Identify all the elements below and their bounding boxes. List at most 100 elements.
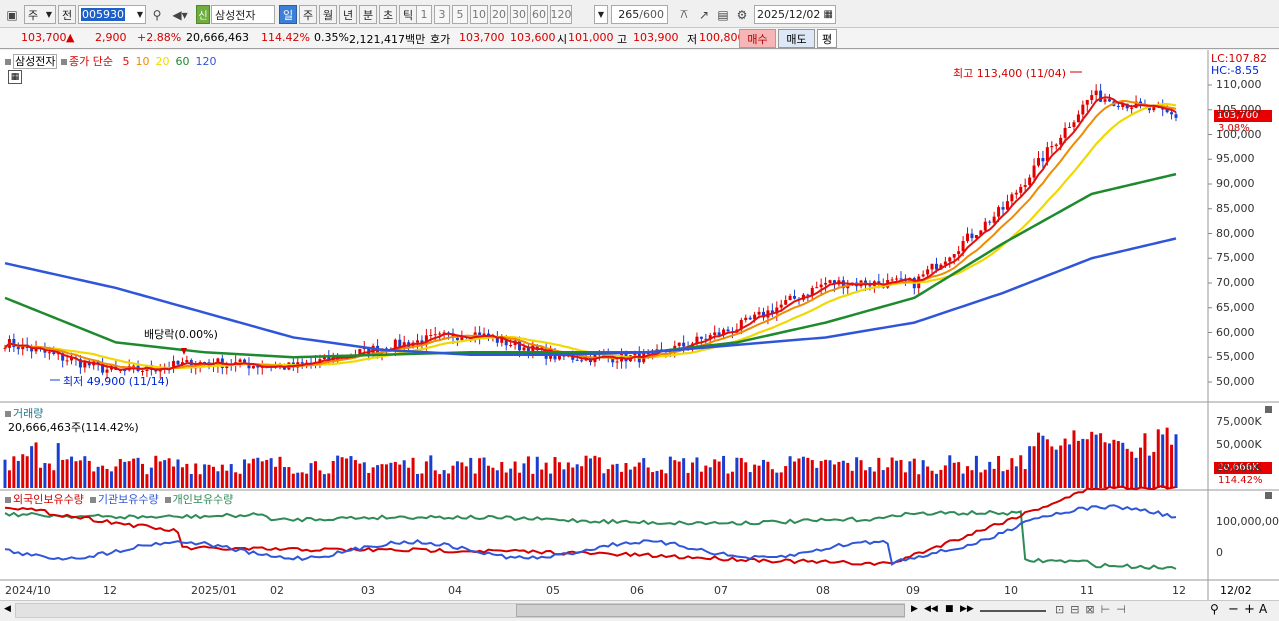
x-axis-label: 03 <box>361 584 375 597</box>
rewind-icon[interactable]: ◀◀ <box>924 604 938 614</box>
date-input[interactable]: 2025/12/02 ▦ <box>754 5 836 24</box>
volume-bar <box>1050 446 1054 488</box>
tab-1[interactable]: 주 <box>299 5 317 24</box>
x-axis-label: 11 <box>1080 584 1094 597</box>
price-y-tick: 100,000 <box>1216 127 1262 141</box>
data-count[interactable]: 265/600 <box>611 5 668 24</box>
count-button-60[interactable]: 60 <box>530 5 548 24</box>
price-y-tick: 70,000 <box>1216 276 1255 289</box>
volume-bar <box>917 474 921 488</box>
candle-body <box>677 342 681 346</box>
tab-6[interactable]: 틱 <box>399 5 417 24</box>
volume-bar <box>1014 466 1018 488</box>
volume-bar <box>957 462 961 488</box>
count-button-5[interactable]: 5 <box>452 5 468 24</box>
scroll-right-icon[interactable]: ▶ <box>911 604 918 614</box>
candle-body <box>158 369 162 372</box>
tab-5[interactable]: 초 <box>379 5 397 24</box>
period-select[interactable]: 주 ▼ <box>24 5 56 24</box>
volume-bar <box>1085 439 1089 488</box>
eval-button[interactable]: 평 <box>817 29 837 48</box>
minus-icon[interactable]: − <box>1228 602 1239 617</box>
volume-bar <box>784 466 788 488</box>
plus-icon[interactable]: + <box>1244 602 1255 617</box>
volume-bar <box>597 457 601 488</box>
trendline-icon[interactable]: ↗ <box>698 7 710 22</box>
volume-bar <box>832 464 836 488</box>
candle-body <box>682 342 686 347</box>
volume-bar <box>247 463 251 488</box>
fast-forward-icon[interactable]: ▶▶ <box>960 604 974 614</box>
volume-bar <box>198 474 202 488</box>
search-icon[interactable]: ⚲ <box>152 7 162 22</box>
scroll-track[interactable] <box>15 603 905 618</box>
tab-0[interactable]: 일 <box>279 5 297 24</box>
gear-icon[interactable]: ⚙ <box>736 7 748 22</box>
volume-bar <box>708 467 712 488</box>
volume-title[interactable]: 거래량 <box>13 407 44 420</box>
candle-body <box>926 269 930 275</box>
volume-bar <box>163 460 167 488</box>
legend-stock[interactable]: 삼성전자 <box>13 54 58 69</box>
calculator-icon[interactable]: ▦ <box>8 70 22 84</box>
price-legend: 삼성전자 종가 단순 5 10 20 60 120 <box>5 53 216 69</box>
holding-legend-1[interactable]: 기관보유수량 <box>97 493 159 506</box>
scroll-thumb[interactable] <box>516 604 905 617</box>
save-icon[interactable]: ▤ <box>717 7 729 22</box>
count-button-20[interactable]: 20 <box>490 5 508 24</box>
candle-body <box>52 352 56 354</box>
legend-ma-10[interactable]: 10 <box>135 55 150 68</box>
volume-bar <box>722 455 726 488</box>
count-button-1[interactable]: 1 <box>416 5 432 24</box>
stock-name[interactable]: 삼성전자 <box>211 5 275 24</box>
legend-ma-120[interactable]: 120 <box>195 55 217 68</box>
legend-ma-prefix[interactable]: 종가 단순 <box>68 55 113 68</box>
tool-icons[interactable]: ⊡⊟⊠⊢⊣ <box>1055 603 1132 616</box>
volume-bar <box>1103 442 1107 488</box>
scroll-left-icon[interactable]: ◀ <box>4 604 11 614</box>
count-button-10[interactable]: 10 <box>470 5 488 24</box>
chart-svg[interactable] <box>0 50 1279 603</box>
volume-bar <box>305 473 309 488</box>
code-input[interactable]: 005930 ▼ <box>78 5 146 24</box>
volume-bar <box>500 461 504 488</box>
holding-legend-2[interactable]: 개인보유수량 <box>172 493 234 506</box>
zoom-icon[interactable]: ⚲ <box>1210 602 1219 616</box>
holding-legend-0[interactable]: 외국인보유수량 <box>13 493 84 506</box>
volume-bar <box>300 472 304 488</box>
legend-ma-60[interactable]: 60 <box>175 55 190 68</box>
count-button-3[interactable]: 3 <box>434 5 450 24</box>
x-axis-label: 09 <box>906 584 920 597</box>
tab-2[interactable]: 월 <box>319 5 337 24</box>
candle-body <box>96 361 100 365</box>
speaker-icon[interactable]: ◀▾ <box>172 7 188 22</box>
candle-body <box>1174 114 1178 118</box>
low: 100,800 <box>699 31 745 44</box>
candle-body <box>744 317 748 321</box>
volume-bar <box>118 459 122 488</box>
volume-bar <box>850 470 854 488</box>
sell-button[interactable]: 매도 <box>778 29 815 48</box>
volume-bar <box>526 456 530 488</box>
volume-bar <box>637 462 641 488</box>
tab-4[interactable]: 분 <box>359 5 377 24</box>
data-total: /600 <box>639 8 664 21</box>
candle-icon[interactable]: ⚻ <box>680 7 688 21</box>
legend-ma-20[interactable]: 20 <box>155 55 170 68</box>
candle-body <box>535 345 539 350</box>
chevron-down-icon[interactable]: ▼ <box>594 5 608 24</box>
prev-button[interactable]: 전 <box>58 5 76 24</box>
tab-3[interactable]: 년 <box>339 5 357 24</box>
font-icon[interactable]: A <box>1259 602 1268 616</box>
buy-button[interactable]: 매수 <box>739 29 776 48</box>
zoom-slider[interactable] <box>980 610 1046 612</box>
volume-bar <box>642 458 646 488</box>
volume-bar <box>318 470 322 488</box>
count-button-30[interactable]: 30 <box>510 5 528 24</box>
stop-icon[interactable]: ■ <box>945 604 954 614</box>
legend-ma-5[interactable]: 5 <box>122 55 130 68</box>
chart-window-icon[interactable]: ▣ <box>6 7 18 22</box>
count-button-120[interactable]: 120 <box>550 5 572 24</box>
candle-body <box>243 359 247 365</box>
volume-bar <box>615 463 619 488</box>
